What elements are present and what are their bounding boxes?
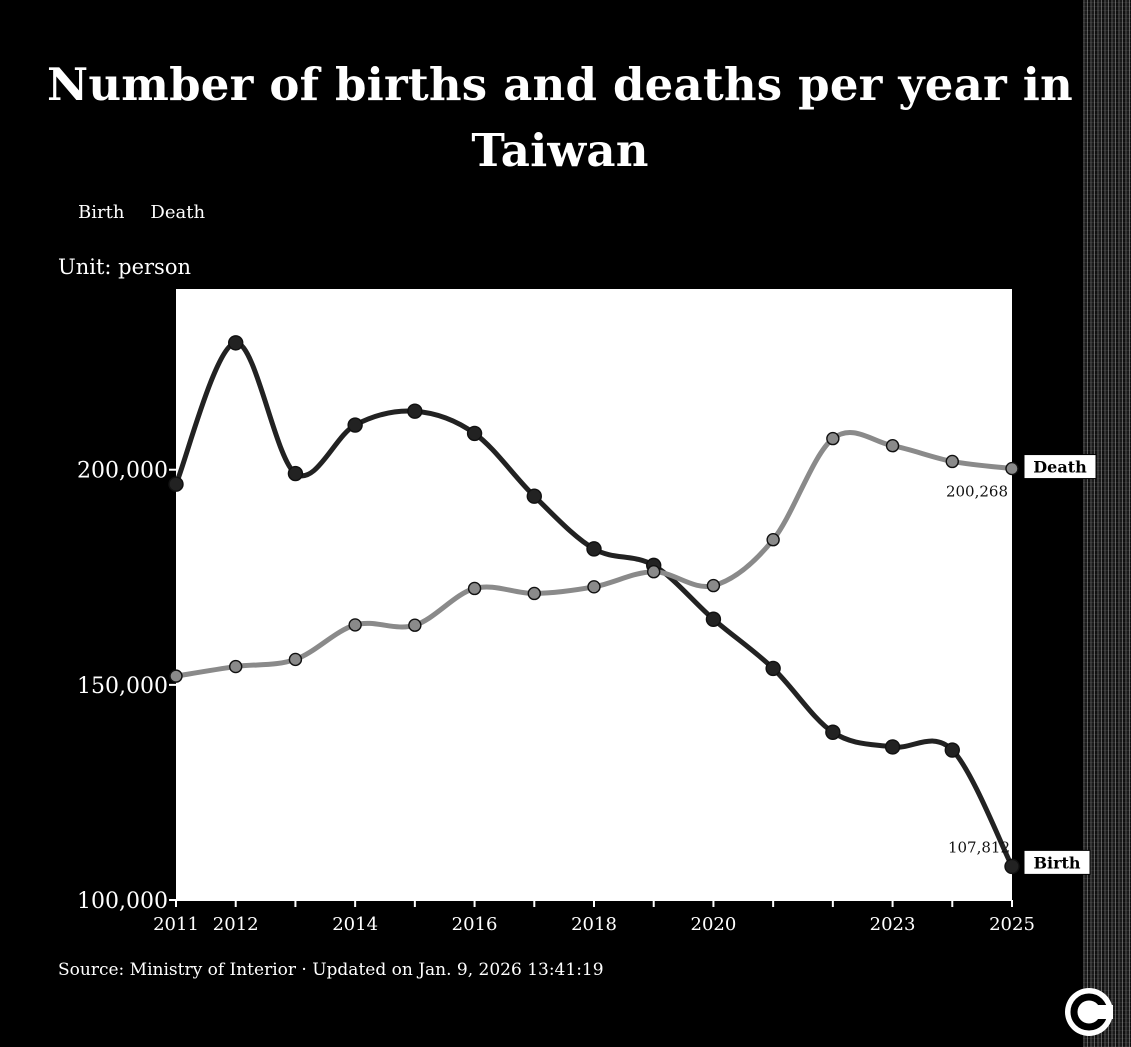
source-note: Source: Ministry of Interior · Updated o… (58, 960, 604, 980)
axis-layer: 100,000 150,000 200,000 2011 2012 2014 2016 201… (77, 459, 1035, 935)
legend-item-birth[interactable]: Birth (78, 202, 125, 223)
birth-point[interactable] (168, 476, 184, 492)
birth-point[interactable] (287, 465, 304, 482)
x-tick-label: 2011 (153, 914, 199, 935)
unit-label: Unit: person (58, 255, 191, 279)
x-tick-label: 2020 (691, 914, 737, 935)
death-point[interactable] (408, 618, 422, 632)
death-point[interactable] (527, 586, 541, 601)
birth-point[interactable] (705, 611, 722, 627)
x-tick-label: 2023 (870, 914, 916, 935)
death-series-line (173, 430, 1015, 679)
legend: Birth Death (78, 202, 205, 223)
birth-point[interactable] (526, 488, 542, 504)
birth-point[interactable] (1004, 858, 1020, 875)
death-point[interactable] (826, 431, 840, 446)
x-tick-label: 2025 (989, 914, 1035, 935)
y-tick-label: 150,000 (77, 674, 168, 699)
birth-last-value-label: 107,812 (948, 838, 1010, 856)
cna-logo-icon (1065, 988, 1113, 1036)
death-point[interactable] (766, 533, 780, 547)
birth-point[interactable] (407, 403, 423, 419)
birth-end-tag (1023, 849, 1091, 875)
birth-point[interactable] (228, 335, 244, 351)
scan-edge (1083, 0, 1131, 1047)
death-point[interactable] (706, 578, 721, 593)
x-tick-label: 2012 (213, 914, 259, 935)
plot-area (176, 289, 1012, 900)
x-tick-label: 2018 (571, 914, 617, 935)
birth-point[interactable] (884, 739, 901, 755)
y-tick-label: 100,000 (77, 889, 168, 914)
birth-point[interactable] (944, 742, 960, 758)
death-end-tag (1023, 454, 1097, 480)
chart-title: Number of births and deaths per year in … (47, 58, 1073, 177)
death-point[interactable] (348, 618, 362, 632)
series-layer (168, 335, 1020, 875)
death-point[interactable] (169, 669, 183, 683)
label-layer: 200,268 Death 107,812 Birth (946, 454, 1097, 875)
death-point[interactable] (885, 439, 900, 453)
death-end-tag-text: Death (1033, 458, 1087, 477)
death-point[interactable] (229, 659, 243, 674)
birth-point[interactable] (765, 660, 781, 677)
birth-point[interactable] (825, 724, 841, 740)
birth-point[interactable] (466, 425, 483, 442)
birth-end-tag-text: Birth (1033, 853, 1080, 872)
death-last-value-label: 200,268 (946, 483, 1008, 501)
death-point[interactable] (647, 565, 661, 579)
x-tick-label: 2016 (452, 914, 498, 935)
death-point[interactable] (587, 580, 601, 594)
death-point[interactable] (288, 652, 303, 667)
y-tick-label: 200,000 (77, 459, 168, 484)
death-point[interactable] (1005, 461, 1019, 476)
death-point[interactable] (945, 454, 959, 469)
legend-item-death[interactable]: Death (150, 202, 206, 223)
birth-point[interactable] (586, 541, 602, 557)
birth-point[interactable] (347, 417, 363, 433)
death-point[interactable] (467, 581, 482, 596)
x-tick-label: 2014 (332, 914, 378, 935)
